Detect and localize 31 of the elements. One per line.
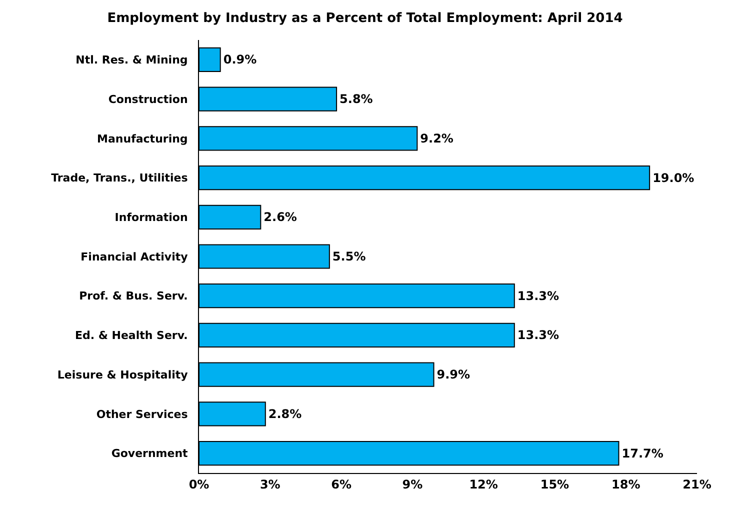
data-label: 5.5% bbox=[332, 250, 366, 264]
y-tick-label: Government bbox=[111, 447, 188, 460]
y-tick-label: Manufacturing bbox=[97, 132, 188, 146]
x-tick-label: 9% bbox=[402, 477, 423, 492]
x-tick-label: 12% bbox=[469, 477, 498, 492]
y-tick-label: Trade, Trans., Utilities bbox=[51, 172, 188, 185]
y-tick-label: Ed. & Health Serv. bbox=[74, 329, 188, 342]
data-label: 5.8% bbox=[340, 92, 373, 106]
y-tick-label: Financial Activity bbox=[80, 250, 188, 264]
x-tick-label: 3% bbox=[260, 477, 280, 492]
y-tick-label: Leisure & Hospitality bbox=[57, 368, 188, 382]
data-label: 17.7% bbox=[622, 446, 664, 460]
y-tick-label: Other Services bbox=[96, 408, 188, 421]
data-label: 2.6% bbox=[264, 210, 297, 224]
y-tick-label: Ntl. Res. & Mining bbox=[76, 54, 188, 67]
data-label: 0.9% bbox=[223, 52, 257, 67]
data-label: 9.2% bbox=[420, 131, 454, 146]
x-tick-label: 15% bbox=[540, 477, 570, 492]
y-tick-label: Prof. & Bus. Serv. bbox=[79, 290, 188, 303]
y-tick-label: Information bbox=[114, 210, 188, 224]
x-tick-label: 0% bbox=[188, 477, 210, 492]
x-tick-label: 6% bbox=[331, 477, 352, 492]
data-label: 13.3% bbox=[517, 328, 560, 342]
data-label: 2.8% bbox=[268, 406, 302, 421]
data-label: 13.3% bbox=[517, 288, 560, 303]
data-label: 9.9% bbox=[436, 368, 470, 382]
chart-title: Employment by Industry as a Percent of Total Employment: April 2014 bbox=[107, 10, 623, 26]
y-tick-label: Construction bbox=[108, 92, 188, 106]
x-tick-label: 21% bbox=[682, 477, 712, 492]
x-tick-label: 18% bbox=[611, 477, 640, 492]
data-label: 19.0% bbox=[652, 170, 694, 185]
